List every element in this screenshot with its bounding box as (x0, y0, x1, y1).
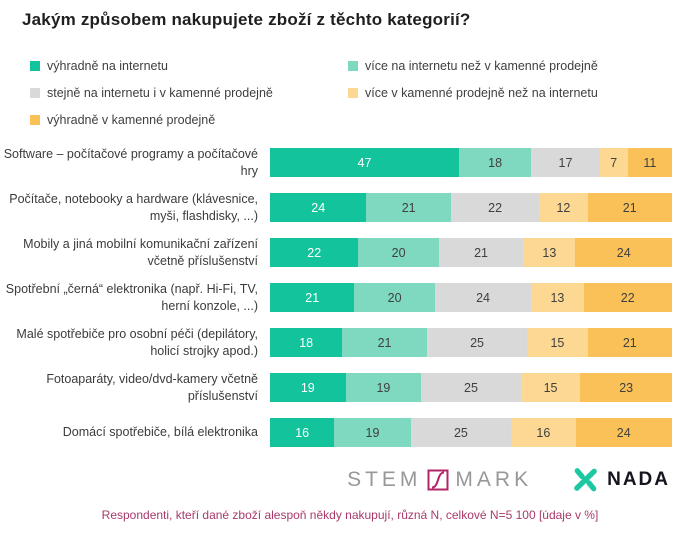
category-label: Fotoaparáty, video/dvd-kamery včetně pří… (46, 372, 258, 403)
bar-segment: 16 (270, 418, 335, 447)
bar-segment: 18 (458, 148, 532, 177)
legend-item: výhradně v kamenné prodejně (30, 113, 348, 127)
bar-segment: 22 (270, 238, 359, 267)
bar-segment: 21 (366, 193, 451, 222)
bar-segment: 25 (421, 373, 521, 402)
legend-label: výhradně v kamenné prodejně (47, 112, 216, 127)
category-label: Mobily a jiná mobilní komunikační zaříze… (23, 237, 258, 268)
stemmark-logo-icon (425, 469, 451, 491)
chart-row: Mobily a jiná mobilní komunikační zaříze… (0, 230, 672, 275)
legend-swatch (30, 60, 40, 71)
legend-swatch (30, 114, 40, 125)
bar-segment: 24 (434, 283, 532, 312)
chart-row: Domácí spotřebiče, bílá elektronika 16 19 2… (0, 410, 672, 455)
page-title: Jakým způsobem nakupujete zboží z těchto… (22, 10, 471, 29)
bar-segment: 47 (270, 148, 459, 177)
category-label: Malé spotřebiče pro osobní péči (depilát… (16, 327, 258, 358)
bar-segment: 21 (587, 328, 672, 357)
chart-row: Software – počítačové programy a počítač… (0, 140, 672, 185)
bar-segment: 18 (270, 328, 343, 357)
bar-track: 22 20 21 13 24 (270, 238, 672, 267)
bar-segment: 17 (531, 148, 600, 177)
footnote: Respondenti, kteří dané zboží alespoň ně… (101, 508, 599, 522)
chart-row: Spotřební „černá“ elektronika (např. Hi-… (0, 275, 672, 320)
legend-swatch (30, 87, 40, 98)
bar-segment: 21 (270, 283, 355, 312)
bar-segment: 20 (358, 238, 439, 267)
legend-label: výhradně na internetu (47, 58, 168, 73)
bar-segment: 21 (587, 193, 672, 222)
stemmark-logo-text-left: STEM (347, 467, 422, 491)
bar-segment: 20 (354, 283, 435, 312)
nada-logo: NADA (572, 466, 670, 493)
legend-item: výhradně na internetu (30, 59, 348, 73)
chart-row: Malé spotřebiče pro osobní péči (depilát… (0, 320, 672, 365)
bar-segment: 22 (450, 193, 540, 222)
stacked-bar-chart: Software – počítačové programy a počítač… (0, 140, 672, 455)
bar-segment: 19 (345, 373, 422, 402)
bar-segment: 22 (583, 283, 672, 312)
bar-track: 16 19 25 16 24 (270, 418, 672, 447)
bar-segment: 24 (575, 418, 672, 447)
bar-track: 21 20 24 13 22 (270, 283, 672, 312)
category-label: Spotřební „černá“ elektronika (např. Hi-… (5, 282, 258, 313)
bar-segment: 23 (580, 373, 672, 402)
stemmark-logo-text-right: MARK (455, 467, 533, 491)
chart-row: Počítače, notebooky a hardware (klávesni… (0, 185, 672, 230)
bar-segment: 13 (531, 283, 584, 312)
bar-segment: 16 (511, 418, 576, 447)
bar-segment: 21 (342, 328, 427, 357)
legend: výhradně na internetu více na internetu n… (30, 52, 694, 133)
bar-track: 18 21 25 15 21 (270, 328, 672, 357)
nada-logo-text: NADA (607, 468, 670, 490)
bar-segment: 7 (599, 148, 628, 177)
bar-segment: 24 (270, 193, 367, 222)
chart-row: Fotoaparáty, video/dvd-kamery včetně pří… (0, 365, 672, 410)
bar-track: 47 18 17 7 11 (270, 148, 672, 177)
legend-label: stejně na internetu i v kamenné prodejně (47, 85, 273, 100)
bar-track: 19 19 25 15 23 (270, 373, 672, 402)
bar-segment: 25 (410, 418, 512, 447)
bar-segment: 24 (575, 238, 672, 267)
bar-segment: 25 (426, 328, 528, 357)
bar-segment: 12 (539, 193, 588, 222)
bar-segment: 21 (438, 238, 524, 267)
bar-segment: 19 (334, 418, 411, 447)
stemmark-logo: STEM MARK (347, 468, 532, 492)
category-label: Počítače, notebooky a hardware (klávesni… (9, 192, 258, 223)
bar-segment: 13 (523, 238, 576, 267)
nada-logo-icon (572, 466, 599, 493)
legend-swatch (348, 60, 358, 71)
category-label: Software – počítačové programy a počítač… (3, 147, 258, 178)
bar-segment: 15 (520, 373, 581, 402)
logos: STEM MARK NADA (347, 466, 670, 493)
legend-item: více na internetu než v kamenné prodejně (348, 59, 694, 73)
legend-label: více na internetu než v kamenné prodejně (365, 58, 598, 73)
bar-segment: 11 (627, 148, 672, 177)
legend-swatch (348, 87, 358, 98)
bar-segment: 15 (527, 328, 588, 357)
legend-item: více v kamenné prodejně než na internetu (348, 86, 694, 100)
legend-item: stejně na internetu i v kamenné prodejně (30, 86, 348, 100)
bar-segment: 19 (270, 373, 346, 402)
category-label: Domácí spotřebiče, bílá elektronika (62, 425, 258, 440)
bar-track: 24 21 22 12 21 (270, 193, 672, 222)
legend-label: více v kamenné prodejně než na internetu (365, 85, 598, 100)
